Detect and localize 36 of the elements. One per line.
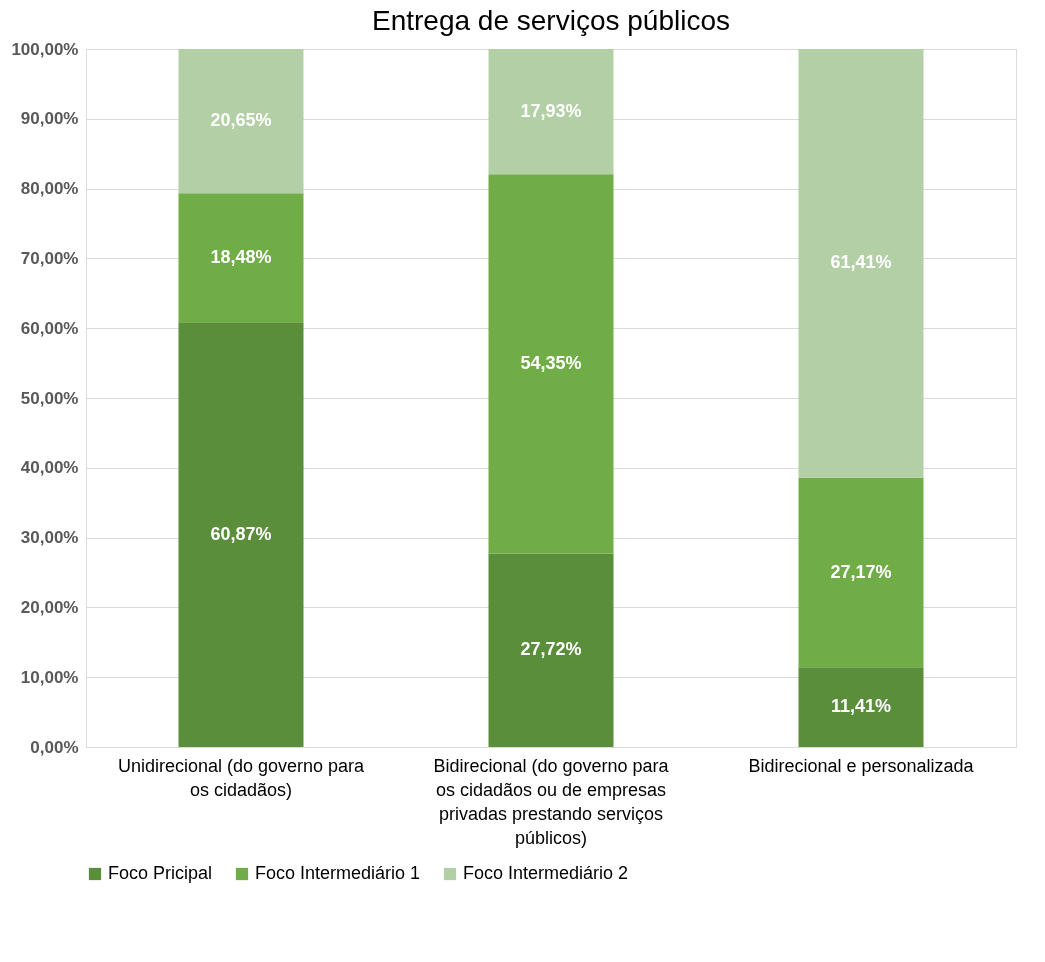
y-tick-label: 10,00% xyxy=(20,667,79,687)
y-tick-label: 0,00% xyxy=(30,737,79,757)
bar xyxy=(178,193,304,323)
y-tick-label: 30,00% xyxy=(20,528,79,548)
y-tick-label: 80,00% xyxy=(20,179,79,199)
bar xyxy=(488,553,614,747)
y-tick-label: 90,00% xyxy=(20,109,79,129)
data-label: 27,72% xyxy=(520,639,582,660)
y-tick-label: 100,00% xyxy=(11,39,79,59)
bar xyxy=(178,322,304,747)
data-label: 11,41% xyxy=(830,696,892,717)
bar xyxy=(798,49,924,478)
data-label: 61,41% xyxy=(830,252,892,273)
y-tick-label: 70,00% xyxy=(20,248,79,268)
data-label: 17,93% xyxy=(520,100,582,121)
data-label: 27,17% xyxy=(830,561,892,582)
x-tick-label: Unidirecional (do governo para os cidadãos) xyxy=(117,755,366,800)
data-label: 20,65% xyxy=(210,110,272,131)
y-tick-label: 40,00% xyxy=(20,458,79,478)
data-label: 54,35% xyxy=(520,352,582,373)
legend-label: Foco Intermediário 1 xyxy=(255,863,421,883)
y-tick-label: 20,00% xyxy=(20,597,79,617)
chart-title: Entrega de serviços públicos xyxy=(372,5,730,36)
bar xyxy=(178,49,304,194)
legend-label: Foco Pricipal xyxy=(108,863,213,883)
bar xyxy=(798,477,924,668)
bar xyxy=(798,667,924,747)
y-tick-label: 50,00% xyxy=(20,388,79,408)
y-tick-label: 60,00% xyxy=(20,318,79,338)
legend-label: Foco Intermediário 2 xyxy=(463,863,629,883)
data-label: 18,48% xyxy=(210,246,272,267)
x-tick-label: Bidirecional (do governo para os cidadãos ou de empresas privadas prestando serviços públicos) xyxy=(433,755,670,848)
x-tick-label: Bidirecional e personalizada xyxy=(748,755,975,776)
data-label: 60,87% xyxy=(210,523,272,544)
bar xyxy=(488,174,614,554)
bar xyxy=(488,49,614,175)
